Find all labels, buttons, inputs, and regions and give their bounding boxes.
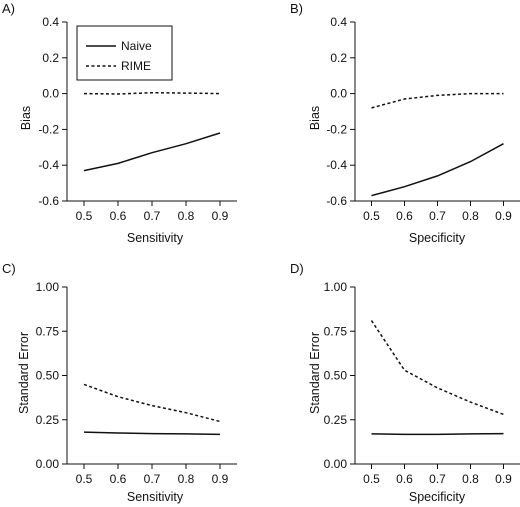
panel-d-x-tick-label: 0.9 xyxy=(495,472,512,486)
panel-d-y-tick-label: 0.25 xyxy=(324,413,348,427)
panel-c: C) Standard Error Sensitivity 0.000.250.… xyxy=(2,261,237,504)
panel-d-x-tick-label: 0.8 xyxy=(462,472,479,486)
panel-c-y-tick-label: 0.50 xyxy=(36,369,60,383)
panel-a-x-tick-label: 0.7 xyxy=(144,209,161,223)
panel-c-x-tick-label: 0.9 xyxy=(212,472,229,486)
panel-a: A) Bias Sensitivity -0.6 -0.4 -0.2 0.0 0.2 0.… xyxy=(2,1,237,245)
panel-a-y-tick-label: 0.4 xyxy=(42,15,59,29)
panel-d-x-tick-label: 0.6 xyxy=(396,472,413,486)
legend-label-naive: Naive xyxy=(121,39,152,53)
panel-c-rime-line xyxy=(83,383,221,423)
panel-c-xlabel: Sensitivity xyxy=(127,490,184,504)
panel-c-y-tick-label: 0.00 xyxy=(36,457,60,471)
panel-d-label: D) xyxy=(290,261,304,276)
panel-a-y-tick-label: -0.4 xyxy=(38,158,59,172)
panel-d-y-tick-label: 0.00 xyxy=(324,457,348,471)
panel-a-x-tick-label: 0.8 xyxy=(178,209,195,223)
panel-a-y-tick-label: 0.0 xyxy=(42,87,59,101)
panel-d-naive-line xyxy=(371,432,504,436)
panel-b-y-tick-label: -0.4 xyxy=(326,158,347,172)
panel-b-x-tick-label: 0.7 xyxy=(429,209,446,223)
panel-b-y-tick-label: 0.2 xyxy=(330,51,347,65)
panel-c-y-tick-label: 0.75 xyxy=(36,324,60,338)
panel-a-x-tick-label: 0.6 xyxy=(110,209,127,223)
panel-c-naive-line xyxy=(83,431,221,436)
panel-b-x-tick-label: 0.6 xyxy=(396,209,413,223)
panel-d-rime-line xyxy=(370,320,504,416)
panel-b-y-tick-label: 0.0 xyxy=(330,87,347,101)
panel-c-x-tick-label: 0.5 xyxy=(76,472,93,486)
panel-d-ylabel: Standard Error xyxy=(308,332,322,414)
panel-d-plot-area: 0.00 0.25 0.50 0.75 1.00 0.5 0.6 0.7 0.8 0.9 xyxy=(324,280,520,486)
legend-box xyxy=(76,25,173,81)
panel-c-label: C) xyxy=(2,261,16,276)
panel-d-xlabel: Specificity xyxy=(409,490,466,504)
panel-c-ylabel: Standard Error xyxy=(17,332,31,414)
panel-b-rime-line xyxy=(371,92,504,109)
legend-label-rime: RIME xyxy=(121,59,151,73)
panel-b-x-tick-label: 0.8 xyxy=(462,209,479,223)
panel-a-xlabel: Sensitivity xyxy=(127,231,184,245)
panel-d-x-tick-label: 0.5 xyxy=(363,472,380,486)
panel-b-plot-area: -0.6 -0.4 -0.2 0.0 0.2 0.4 0.5 0.6 0.7 0.8 0.9 xyxy=(326,15,520,223)
panel-b-label: B) xyxy=(290,1,303,16)
panel-d-x-tick-label: 0.7 xyxy=(429,472,446,486)
panel-a-ylabel: Bias xyxy=(19,106,33,130)
panel-b-xlabel: Specificity xyxy=(409,231,466,245)
panel-b-naive-line xyxy=(371,143,504,197)
panel-d: D) Standard Error Specificity 0.000.250.… xyxy=(290,261,520,504)
panel-c-x-tick-label: 0.8 xyxy=(178,472,195,486)
panel-b: B) Bias Specificity -0.6 -0.4 -0.2 0.0 0.2 0.… xyxy=(290,1,520,245)
panel-b-ylabel: Bias xyxy=(308,106,322,130)
panel-a-x-tick-label: 0.5 xyxy=(76,209,93,223)
panel-b-x-tick-label: 0.5 xyxy=(363,209,380,223)
panel-b-y-tick-label: -0.6 xyxy=(326,194,347,208)
panel-a-y-tick-label: 0.2 xyxy=(42,51,59,65)
panel-d-y-tick-label: 1.00 xyxy=(324,280,348,294)
panel-a-x-tick-label: 0.9 xyxy=(212,209,229,223)
panel-d-y-tick-label: 0.50 xyxy=(324,369,348,383)
panel-c-x-tick-label: 0.6 xyxy=(110,472,127,486)
panel-a-rime-line xyxy=(83,91,221,95)
panel-a-label: A) xyxy=(2,1,15,16)
panel-b-y-tick-label: -0.2 xyxy=(326,122,347,136)
panel-d-y-tick-label: 0.75 xyxy=(324,324,348,338)
panel-b-y-tick-label: 0.4 xyxy=(330,15,347,29)
legend: Naive RIME xyxy=(76,25,173,81)
panel-a-y-tick-label: -0.2 xyxy=(38,122,59,136)
panel-c-y-tick-label: 0.25 xyxy=(36,413,60,427)
panel-b-x-tick-label: 0.9 xyxy=(495,209,512,223)
panel-a-y-tick-label: -0.6 xyxy=(38,194,59,208)
panel-c-plot-area: 0.00 0.25 0.50 0.75 1.00 0.5 0.6 0.7 0.8 0.9 xyxy=(36,280,237,486)
panel-c-x-tick-label: 0.7 xyxy=(144,472,161,486)
panel-c-y-tick-label: 1.00 xyxy=(36,280,60,294)
panel-a-plot-area: -0.6 -0.4 -0.2 0.0 0.2 0.4 0.5 0.6 0.7 0.8 0.9 xyxy=(38,15,237,223)
panel-a-naive-line xyxy=(83,132,221,172)
